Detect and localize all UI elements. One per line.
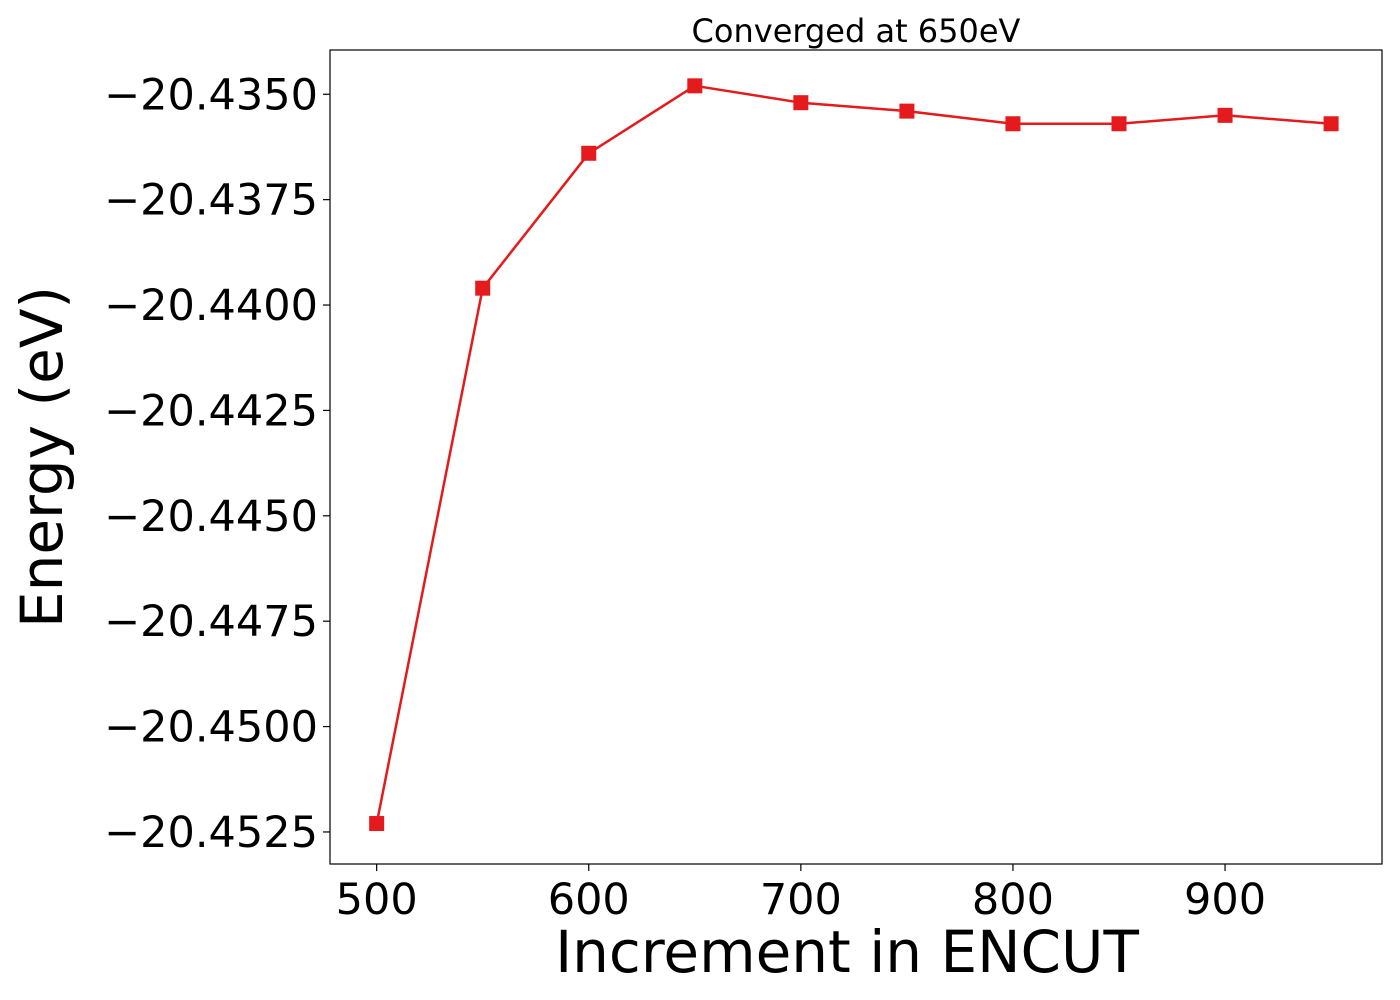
data-point-marker [369, 816, 385, 832]
data-point-marker [687, 78, 703, 94]
data-point-marker [581, 145, 597, 161]
x-axis-ticks: 500 600 700 800 900 [336, 864, 1266, 925]
y-tick-label: −20.4350 [104, 70, 318, 120]
plot-area-frame [329, 49, 1383, 865]
x-tick-label: 600 [548, 875, 630, 925]
data-point-marker [1005, 116, 1021, 132]
data-point-marker [1217, 107, 1233, 123]
data-point-marker [793, 95, 809, 111]
x-tick-label: 900 [1184, 875, 1266, 925]
x-tick-label: 800 [972, 875, 1054, 925]
data-point-marker [899, 103, 915, 119]
data-point-marker [475, 280, 491, 296]
y-axis-label: Energy (eV) [8, 286, 76, 628]
y-axis-ticks: −20.4350 −20.4375 −20.4400 −20.4425 −20.4450… [104, 70, 330, 858]
y-tick-label: −20.4500 [104, 703, 318, 753]
y-tick-label: −20.4525 [104, 808, 318, 858]
x-tick-label: 500 [336, 875, 418, 925]
data-point-marker [1323, 116, 1339, 132]
data-point-marker [1111, 116, 1127, 132]
chart-title: Converged at 650eV [692, 12, 1021, 50]
x-tick-label: 700 [760, 875, 842, 925]
y-tick-label: −20.4400 [104, 281, 318, 331]
y-tick-label: −20.4375 [104, 176, 318, 226]
y-tick-label: −20.4425 [104, 386, 318, 436]
x-axis-label: Increment in ENCUT [555, 918, 1139, 986]
y-tick-label: −20.4475 [104, 597, 318, 647]
data-series [369, 78, 1339, 832]
y-tick-label: −20.4450 [104, 492, 318, 542]
series-line [375, 84, 1332, 824]
